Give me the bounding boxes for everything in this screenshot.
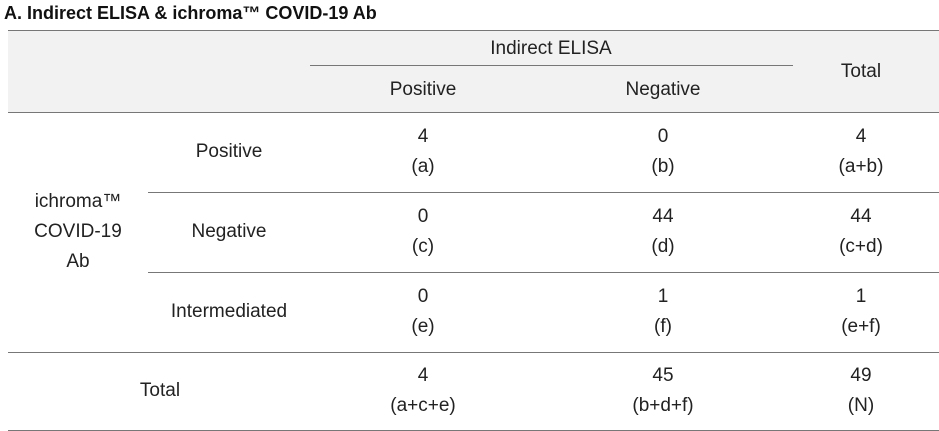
cell-count: 49 [850,365,872,386]
cell-formula: (b+d+f) [632,395,694,416]
row-group-header: ichroma™ COVID-19 Ab [34,191,122,272]
header-band [8,30,939,112]
cell-count: 0 [417,286,429,307]
cell-count: 1 [657,286,669,307]
cell-formula: (c+d) [839,236,883,257]
column-header: Total [840,61,882,82]
title: A. Indirect ELISA & ichroma™ COVID-19 Ab [4,3,377,23]
cell-formula: (a+c+e) [390,395,456,416]
cell-count: 4 [417,126,429,147]
cell-formula: (d) [651,236,675,257]
cell-formula: (N) [847,395,875,416]
cell-formula: (e) [411,316,435,337]
cell-formula: (b) [651,156,675,177]
cell-formula: (a+b) [838,156,884,177]
cell-count: 44 [652,206,674,227]
cell-formula: (c) [411,236,435,257]
cell-count: 4 [417,365,429,386]
cell-formula: (a) [411,156,435,177]
rule [8,112,939,113]
cell-count: 44 [850,206,872,227]
row-header: Positive [195,141,263,162]
rule [148,272,939,273]
cell-count: 0 [417,206,429,227]
column-header: Positive [389,79,457,100]
rule [310,65,793,66]
cell-count: 0 [657,126,669,147]
cell-count: 4 [855,126,867,147]
cell-formula: (e+f) [841,316,881,337]
rule [8,352,939,353]
row-header: Total [139,380,181,401]
row-header: Negative [191,221,267,242]
cell-count: 1 [855,286,867,307]
column-header: Negative [625,79,701,100]
column-group-header: Indirect ELISA [490,38,612,59]
cell-formula: (f) [654,316,672,337]
rule [148,192,939,193]
cell-count: 45 [652,365,674,386]
row-header: Intermediated [170,301,288,322]
rule [8,30,939,31]
